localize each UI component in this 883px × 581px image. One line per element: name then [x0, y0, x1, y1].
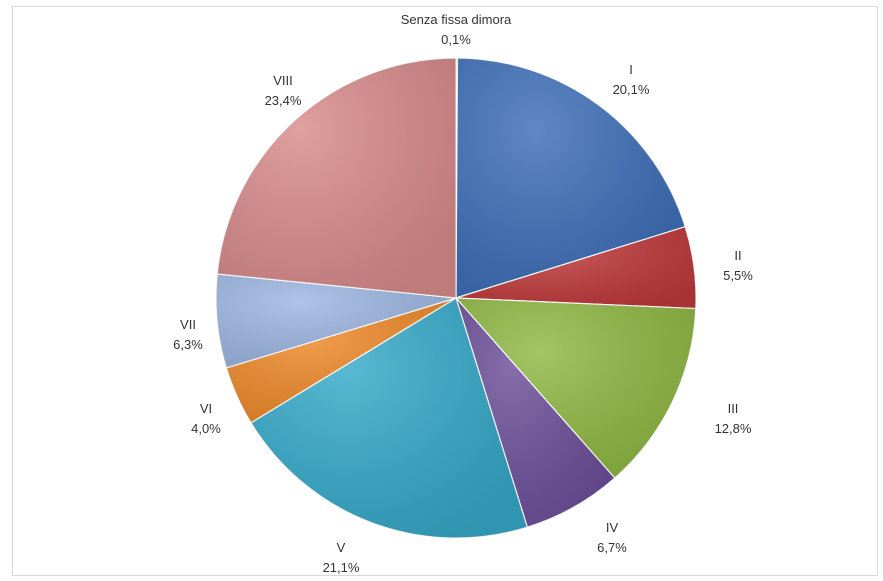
slice-label-4: III	[728, 401, 739, 416]
slice-value-label-4: 12,8%	[715, 421, 752, 436]
slice-label-1: Senza fissa dimora	[401, 12, 512, 27]
slice-label-5: IV	[606, 520, 619, 535]
pie-slices	[215, 57, 697, 539]
slice-value-label-1: 0,1%	[441, 32, 471, 47]
slice-value-label-3: 5,5%	[723, 268, 753, 283]
pie-slice-shading-7	[226, 298, 456, 423]
slice-value-label-7: 4,0%	[191, 421, 221, 436]
pie-slice-shading-9	[217, 58, 456, 298]
pie-slice-shading-6	[250, 298, 528, 539]
pie-labels: Senza fissa dimora 0,1% I 20,1% II 5,5% III 12,…	[173, 12, 753, 575]
slice-label-3: II	[734, 248, 741, 263]
slice-value-label-8: 6,3%	[173, 337, 203, 352]
slice-label-9: VIII	[273, 73, 293, 88]
slice-label-8: VII	[180, 317, 196, 332]
slice-value-label-5: 6,7%	[597, 540, 627, 555]
slice-value-label-6: 21,1%	[323, 560, 360, 575]
slice-label-2: I	[629, 62, 633, 77]
slice-value-label-9: 23,4%	[265, 93, 302, 108]
pie-slice-shading-5	[456, 298, 615, 528]
pie-slice-shading-3	[456, 226, 697, 309]
pie-slice-shading-8	[215, 273, 456, 368]
slice-label-7: VI	[200, 401, 212, 416]
slice-label-6: V	[337, 540, 346, 555]
slice-value-label-2: 20,1%	[613, 82, 650, 97]
pie-slice-shading-4	[456, 298, 696, 479]
pie-slice-shading-2	[456, 58, 686, 298]
